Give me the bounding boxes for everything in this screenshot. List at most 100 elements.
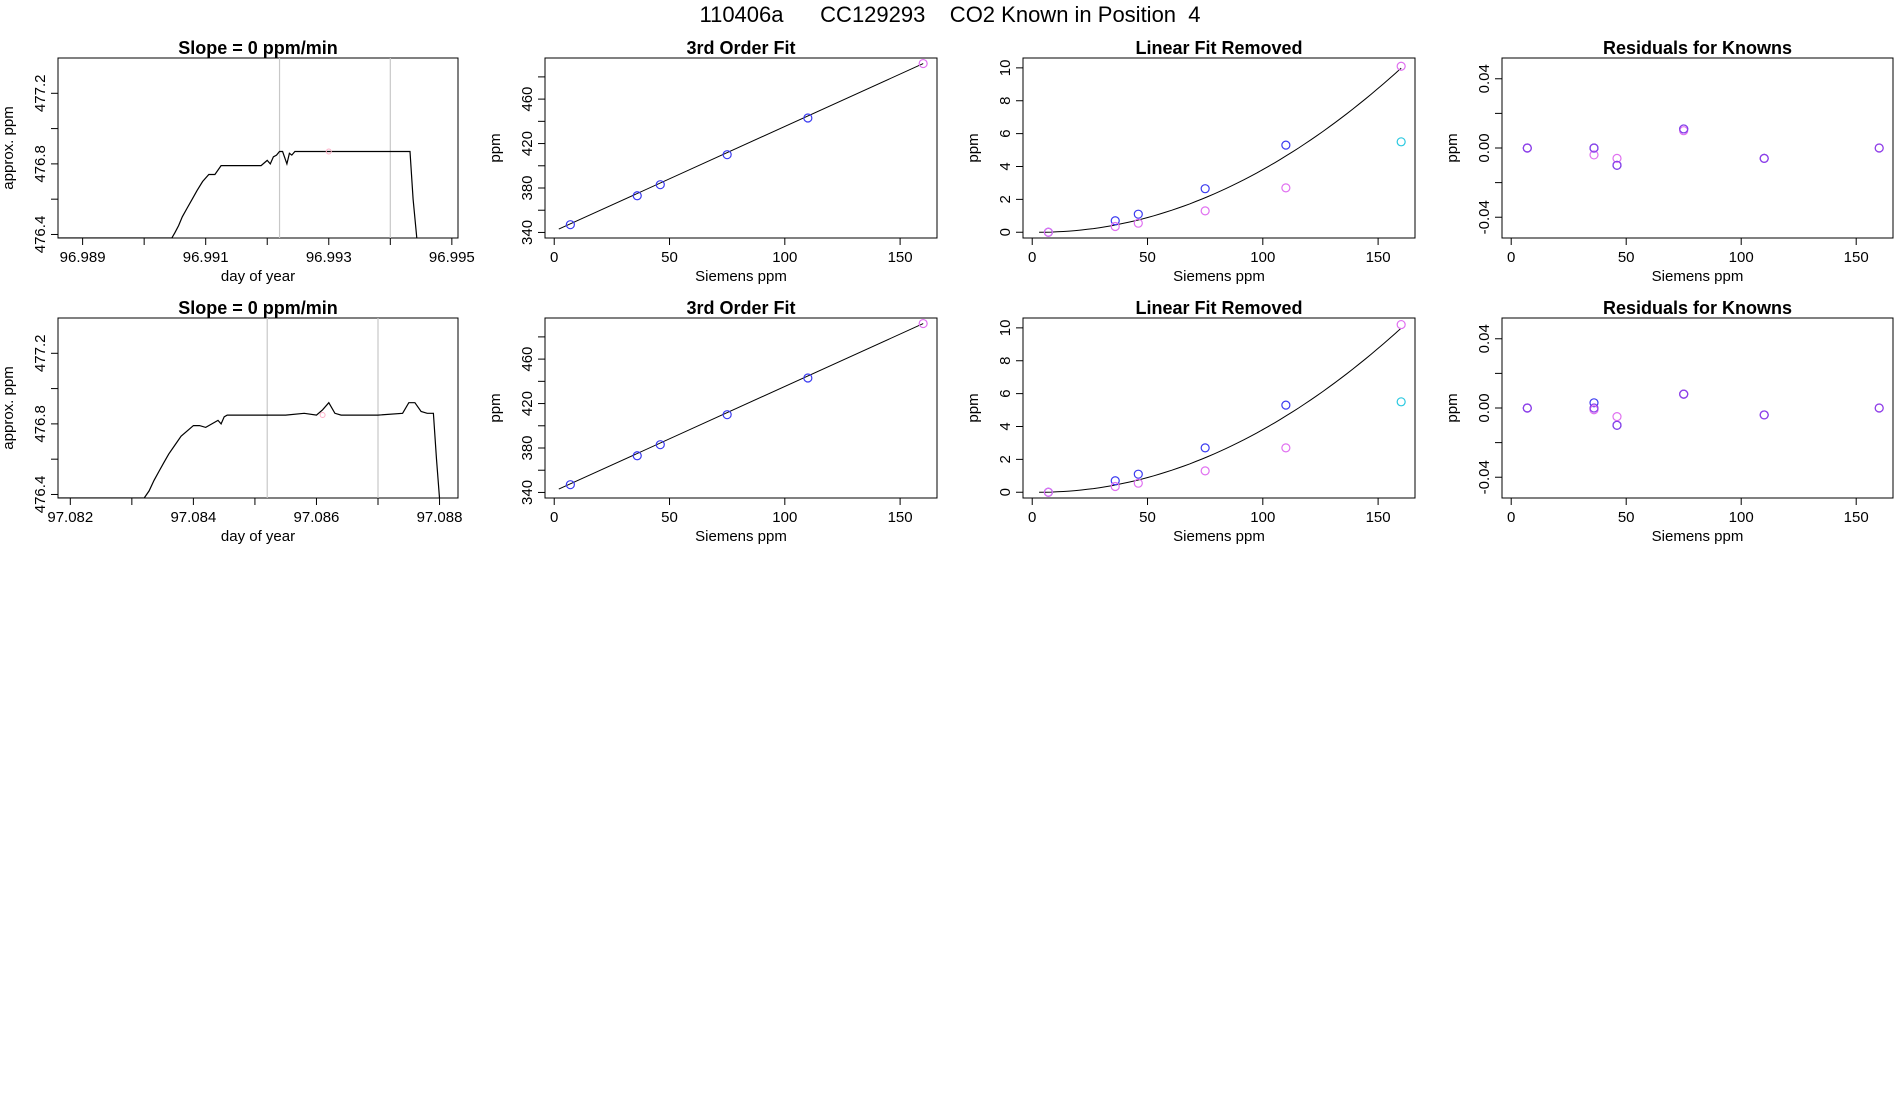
panel-6-data-point-blue [655,440,665,450]
panel-5-title: Slope = 0 ppm/min [178,298,338,318]
panel-6-x-tick-label: 0 [550,509,558,526]
panel-2-x-tick-label: 100 [772,249,797,266]
panel-3-title: Linear Fit Removed [1135,38,1302,58]
panel-2-y-tick-label: 340 [519,220,536,245]
panel-6-x-axis-label: Siemens ppm [695,528,787,545]
panel-8-x-tick-label: 50 [1618,509,1635,526]
panel-3-x-tick-label: 100 [1250,249,1275,266]
panel-7-data-point-blue [1133,469,1143,479]
panel-4-x-tick-label: 150 [1844,249,1869,266]
panel-4-data-point-magenta [1589,150,1599,160]
panel-8-y-tick-label: -0.04 [1476,460,1493,494]
panel-6-data-point-magenta [918,318,928,329]
panel-4-data-point-purple [1612,160,1622,170]
panel-5-y-tick-label: 477.2 [32,335,49,373]
panel-3-y-axis-label: ppm [965,133,982,162]
panel-4-x-tick-label: 0 [1507,249,1515,266]
panel-5-x-tick-label: 97.088 [417,509,463,526]
panel-4-data-point-purple [1679,124,1689,134]
panel-6-data-point-blue [565,480,575,490]
panel-2-data-point-blue [655,180,665,190]
panel-3-y-tick-label: 6 [997,129,1014,137]
panel-2-y-tick-label: 420 [519,131,536,156]
panel-2-data-point-blue [722,150,732,160]
panel-4-y-tick-label: 0.04 [1476,64,1493,93]
panel-8-data-point-magenta [1612,412,1622,422]
panel-4-x-axis-label: Siemens ppm [1652,268,1744,285]
panel-4-y-tick-label: -0.04 [1476,200,1493,234]
panel-2-title: 3rd Order Fit [686,38,795,58]
panel-7-data-point-magenta [1133,478,1143,488]
panel-1-x-tick-label: 96.989 [60,249,106,266]
panel-6-x-tick-label: 100 [772,509,797,526]
panel-8-x-tick-label: 0 [1507,509,1515,526]
panel-7-data-point-cyan [1396,397,1406,407]
panel-2-x-tick-label: 0 [550,249,558,266]
panel-1-y-tick-label: 476.8 [32,145,49,183]
panel-3-y-tick-label: 0 [997,228,1014,236]
panel-8-data-point-purple [1522,403,1532,413]
panel-8-data-point-purple [1612,420,1622,430]
panel-1-plot-frame [57,57,459,239]
panel-7-y-axis-label: ppm [965,393,982,422]
panel-3-data-point-blue [1281,140,1291,150]
panel-3-y-tick-label: 8 [997,97,1014,105]
panel-5-x-tick-label: 97.084 [170,509,216,526]
panel-7-plot-frame [1022,317,1416,499]
panel-6-plot-frame [544,317,938,499]
panel-2-x-tick-label: 150 [888,249,913,266]
panel-8-data-point-purple [1679,389,1689,399]
panel-1-y-axis-label: approx. ppm [0,106,17,189]
panel-7-x-axis-label: Siemens ppm [1173,528,1265,545]
panel-6-y-tick-label: 340 [519,480,536,505]
panel-4-x-tick-label: 100 [1729,249,1754,266]
panel-1-y-tick-label: 477.2 [32,75,49,113]
panel-7-data-point-magenta [1043,487,1053,497]
panel-3-data-point-cyan [1396,137,1406,147]
panel-1-y-tick-label: 476.4 [32,216,49,254]
panel-4-data-point-purple [1589,143,1599,153]
panel-7-fit-curve [1039,327,1402,493]
panel-4-title: Residuals for Knowns [1603,38,1792,58]
panel-5-data-line [58,401,441,498]
panel-4-data-point-magenta [1612,153,1622,163]
panel-5-x-tick-label: 97.082 [47,509,93,526]
panel-2-y-tick-label: 460 [519,87,536,112]
panel-8-data-point-purple [1874,403,1884,413]
panel-7-data-point-blue [1200,443,1210,453]
panel-2-plot-frame [544,57,938,239]
panel-3-data-point-blue [1133,209,1143,219]
panel-8-x-tick-label: 100 [1729,509,1754,526]
panel-1-data-point-pink [325,148,332,155]
panel-6-data-point-blue [803,373,813,383]
panel-3-fit-curve [1039,67,1402,233]
panel-3-data-point-magenta [1110,221,1120,232]
panel-7-y-tick-label: 6 [997,389,1014,397]
panel-6-y-tick-label: 460 [519,347,536,372]
panel-3-y-tick-label: 4 [997,162,1014,170]
panel-7-data-point-magenta [1200,466,1210,476]
panel-4-x-tick-label: 50 [1618,249,1635,266]
panel-6-x-tick-label: 150 [888,509,913,526]
panel-1-data-line [58,150,418,238]
panel-7-data-point-magenta [1110,481,1120,492]
panel-5-data-point-pink [319,412,326,419]
panel-1-x-axis-label: day of year [221,268,295,285]
panel-6-data-point-blue [722,410,732,420]
panel-7-y-tick-label: 4 [997,422,1014,430]
panel-8-data-point-blue [1589,398,1599,408]
panel-6-y-axis-label: ppm [487,393,504,422]
panel-7-x-tick-label: 0 [1028,509,1036,526]
panel-1-x-tick-label: 96.993 [306,249,352,266]
panel-3-x-tick-label: 0 [1028,249,1036,266]
panel-2-data-point-blue [565,220,575,230]
panel-3-data-point-magenta [1043,227,1053,237]
panel-7-y-tick-label: 2 [997,455,1014,463]
panel-2-y-axis-label: ppm [487,133,504,162]
figure-title: 110406a CC129293 CO2 Known in Position 4 [699,2,1201,27]
panel-8-x-axis-label: Siemens ppm [1652,528,1744,545]
panel-3-x-tick-label: 150 [1366,249,1391,266]
panel-4-data-point-purple [1759,153,1769,163]
panel-8-y-tick-label: 0.00 [1476,393,1493,422]
